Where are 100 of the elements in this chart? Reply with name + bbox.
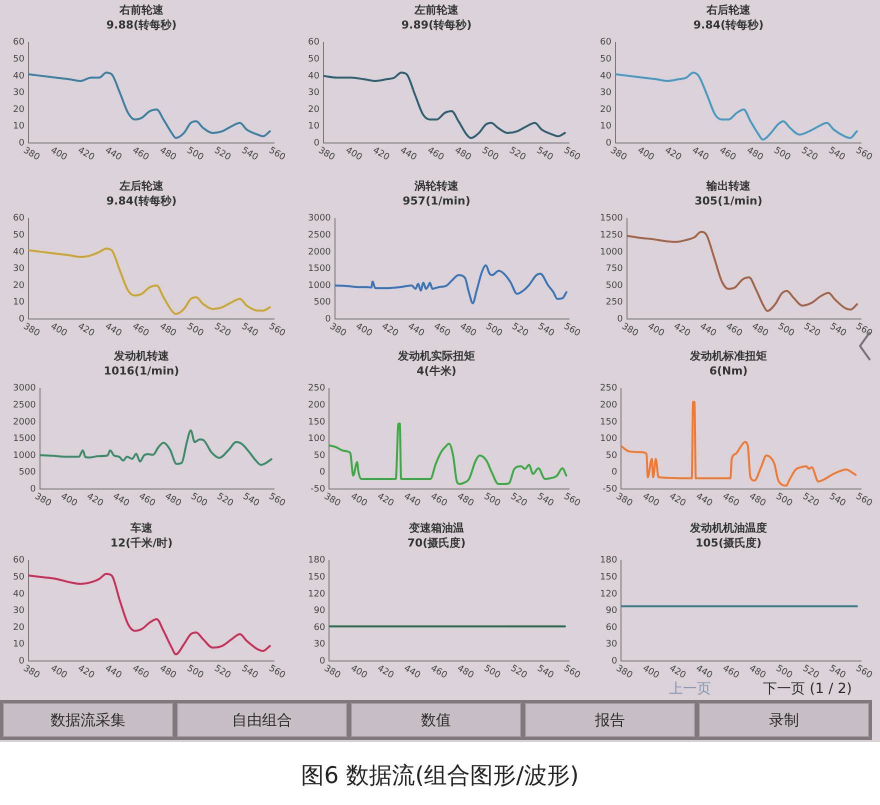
x-tick-label: 460	[136, 492, 157, 510]
y-tick-label: 40	[13, 71, 25, 82]
x-tick-label: 520	[800, 664, 821, 682]
y-tick-label: 750	[606, 264, 624, 274]
x-tick-label: 380	[614, 664, 634, 682]
y-tick-label: 30	[13, 88, 25, 98]
x-tick-label: 420	[370, 146, 392, 164]
chart-title: 输出转速	[706, 179, 752, 192]
x-tick-label: 520	[510, 322, 530, 340]
x-tick-label: 500	[484, 322, 504, 340]
x-tick-label: 560	[854, 146, 874, 164]
x-tick-label: 500	[774, 664, 794, 682]
y-tick-label: 100	[308, 434, 326, 444]
y-tick-label: 1500	[13, 434, 36, 444]
x-tick-label: 560	[562, 492, 582, 510]
chart-title: 左前轮速	[414, 3, 460, 16]
y-tick-label: 30	[13, 606, 25, 616]
x-tick-label: 520	[799, 146, 820, 164]
x-tick-label: 480	[455, 664, 476, 682]
y-tick-label: 0	[319, 468, 326, 478]
x-tick-label: 540	[536, 322, 556, 340]
line-series	[621, 400, 857, 487]
chart-subtitle: 12(千米/时)	[110, 536, 173, 550]
y-tick-label: 20	[13, 280, 25, 291]
y-tick-label: 1000	[13, 450, 36, 461]
y-tick-label: 0	[18, 314, 25, 324]
text: 图6 数据流(组合图形/波形)	[301, 762, 579, 790]
button[interactable]: 报告	[525, 703, 695, 737]
y-tick-label: 50	[314, 450, 326, 461]
y-tick-label: 0	[611, 468, 618, 478]
x-tick-label: 460	[428, 492, 449, 510]
y-tick-label: 2500	[13, 400, 36, 411]
x-tick-label: 440	[406, 322, 426, 340]
y-tick-label: 0	[30, 484, 36, 494]
x-tick-label: 480	[452, 146, 473, 164]
x-tick-label: 380	[316, 146, 336, 164]
y-tick-label: 90	[314, 606, 326, 616]
x-tick-label: 400	[344, 146, 364, 164]
x-tick-label: 500	[482, 492, 502, 510]
x-tick-label: 480	[162, 492, 183, 510]
line-series	[334, 264, 568, 304]
button[interactable]: 数据流采集	[3, 703, 173, 737]
y-tick-label: 1000	[308, 280, 332, 291]
x-tick-label: 480	[750, 322, 770, 340]
x-tick-label: 400	[640, 664, 661, 682]
y-tick-label: 1000	[600, 247, 624, 258]
y-tick-label: 20	[13, 104, 25, 115]
x-tick-label: 520	[508, 664, 529, 682]
x-tick-label: 440	[690, 146, 710, 164]
chart-subtitle: 9.84(转每秒)	[693, 18, 764, 32]
x-tick-label: 500	[480, 146, 500, 164]
text: 下一页 (1 / 2)	[763, 680, 852, 698]
x-tick-label: 480	[747, 492, 768, 510]
y-tick-label: 500	[18, 468, 36, 478]
x-tick-label: 380	[614, 492, 634, 510]
x-tick-label: 540	[828, 322, 848, 340]
x-tick-label: 480	[158, 322, 178, 340]
y-tick-label: 60	[13, 38, 25, 48]
x-tick-label: 480	[158, 664, 178, 682]
x-tick-label: 400	[48, 322, 69, 340]
x-tick-label: 440	[103, 664, 124, 682]
button[interactable]: 数值	[351, 703, 521, 737]
button[interactable]: 录制	[699, 703, 869, 737]
button[interactable]: 自由组合	[177, 703, 347, 737]
x-tick-label: 560	[854, 492, 874, 510]
x-tick-label: 400	[48, 146, 69, 164]
y-tick-label: 60	[13, 556, 25, 566]
y-tick-label: 1250	[600, 230, 624, 241]
chart-subtitle: 6(Nm)	[709, 364, 748, 378]
y-tick-label: 50	[13, 572, 25, 583]
chart-title: 右前轮速	[118, 3, 164, 16]
y-tick-label: -50	[310, 484, 326, 494]
text: 上一页	[669, 680, 712, 698]
x-tick-label: 380	[21, 322, 42, 340]
x-tick-label: 420	[375, 492, 396, 510]
chart-title: 变速箱油温	[408, 521, 464, 534]
y-tick-label: 2000	[308, 247, 332, 258]
y-tick-label: 50	[308, 54, 320, 65]
x-tick-label: 540	[827, 664, 848, 682]
chart-title: 右后轮速	[706, 3, 752, 16]
y-tick-label: 60	[314, 622, 326, 633]
y-tick-label: 100	[600, 434, 618, 444]
y-tick-label: 30	[308, 88, 320, 98]
y-tick-label: 500	[606, 280, 624, 291]
line-series	[28, 572, 271, 656]
y-tick-label: 10	[13, 298, 25, 308]
y-tick-label: 0	[18, 656, 25, 666]
x-tick-label: 540	[240, 492, 261, 510]
y-tick-label: 0	[325, 314, 332, 324]
x-tick-label: 560	[266, 322, 287, 340]
y-tick-label: 60	[606, 622, 618, 633]
chart-title: 涡轮转速	[414, 179, 460, 192]
chart-title: 发动机标准扭矩	[689, 349, 767, 362]
x-tick-label: 380	[322, 492, 342, 510]
y-tick-label: 30	[13, 264, 25, 274]
y-tick-label: 1500	[600, 214, 624, 224]
line-series	[28, 72, 271, 139]
x-tick-label: 520	[800, 492, 821, 510]
x-tick-label: 400	[348, 664, 369, 682]
chart-subtitle: 957(1/min)	[402, 194, 470, 208]
